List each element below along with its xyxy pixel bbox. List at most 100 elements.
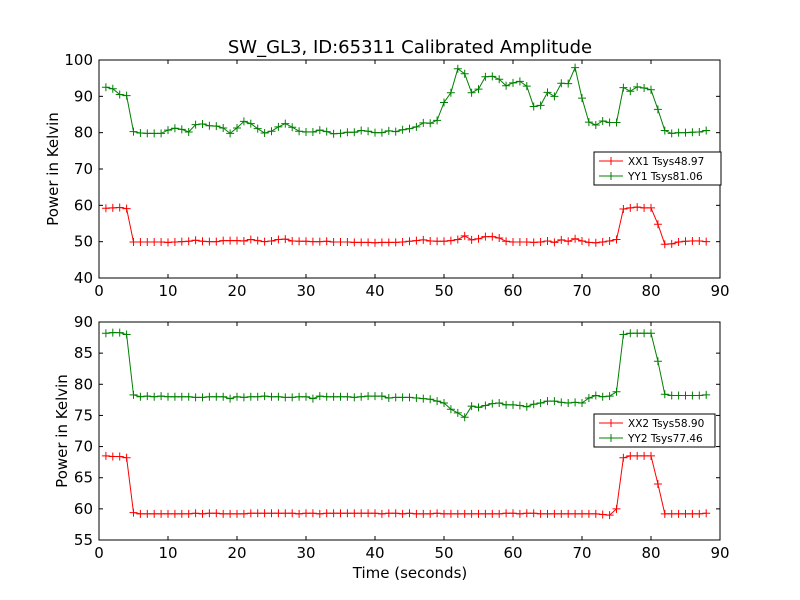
- data-point-marker: [467, 509, 476, 518]
- data-point-marker: [688, 236, 697, 245]
- data-point-marker: [281, 235, 290, 244]
- data-point-marker: [515, 509, 524, 518]
- data-point-marker: [681, 391, 690, 400]
- data-point-marker: [605, 118, 614, 127]
- y-tick-label: 70: [74, 438, 93, 456]
- data-point-marker: [357, 238, 366, 247]
- data-point-marker: [184, 127, 193, 136]
- data-point-marker: [177, 125, 186, 134]
- data-point-marker: [674, 238, 683, 247]
- series-line: [105, 332, 707, 418]
- data-point-marker: [233, 392, 241, 401]
- data-point-marker: [550, 92, 559, 101]
- data-point-marker: [488, 232, 497, 241]
- data-point-marker: [612, 118, 621, 127]
- data-point-marker: [336, 129, 345, 138]
- data-point-marker: [502, 81, 511, 90]
- data-point-marker: [681, 509, 690, 518]
- data-point-marker: [108, 203, 117, 212]
- data-point-marker: [412, 236, 421, 245]
- data-point-marker: [653, 357, 662, 366]
- y-tick-label: 80: [74, 375, 93, 393]
- data-point-marker: [529, 400, 538, 409]
- data-point-marker: [536, 398, 545, 407]
- data-point-marker: [357, 126, 366, 135]
- series-line: [105, 65, 707, 135]
- data-point-marker: [619, 204, 628, 213]
- data-point-marker: [336, 392, 345, 401]
- data-point-marker: [308, 394, 317, 403]
- data-point-marker: [101, 83, 110, 92]
- x-tick-label: 30: [296, 544, 315, 562]
- data-point-marker: [419, 394, 428, 403]
- data-point-marker: [233, 509, 241, 518]
- data-point-marker: [426, 509, 435, 518]
- data-point-marker: [198, 509, 207, 518]
- y-tick-label: 75: [74, 406, 93, 424]
- data-point-marker: [467, 88, 476, 97]
- data-point-marker: [474, 509, 483, 518]
- data-point-marker: [219, 123, 228, 132]
- data-point-marker: [653, 479, 662, 488]
- data-point-marker: [633, 203, 642, 212]
- data-point-marker: [495, 509, 504, 518]
- data-point-marker: [398, 509, 407, 518]
- data-point-marker: [253, 392, 262, 401]
- data-point-marker: [674, 128, 683, 137]
- data-point-marker: [612, 235, 621, 244]
- data-point-marker: [115, 90, 124, 99]
- data-point-marker: [633, 82, 642, 91]
- data-point-marker: [453, 408, 462, 417]
- data-point-marker: [150, 238, 159, 247]
- data-point-marker: [129, 127, 138, 136]
- data-point-marker: [226, 129, 235, 138]
- data-point-marker: [674, 509, 683, 518]
- y-tick-label: 50: [74, 233, 93, 251]
- data-point-marker: [205, 121, 214, 130]
- data-point-marker: [550, 397, 559, 406]
- x-tick-label: 20: [227, 282, 246, 300]
- data-point-marker: [302, 392, 310, 401]
- x-tick-label: 10: [158, 544, 177, 562]
- x-tick-label: 20: [227, 544, 246, 562]
- data-point-marker: [329, 392, 338, 401]
- data-point-marker: [122, 453, 131, 462]
- data-point-marker: [350, 128, 359, 137]
- x-tick-label: 90: [710, 282, 729, 300]
- data-point-marker: [267, 236, 276, 245]
- data-point-marker: [115, 203, 124, 212]
- data-point-marker: [108, 84, 117, 93]
- data-point-marker: [515, 238, 524, 247]
- data-point-marker: [529, 238, 538, 247]
- data-point-marker: [571, 509, 580, 518]
- data-point-marker: [212, 237, 221, 246]
- data-point-marker: [515, 77, 524, 86]
- data-point-marker: [302, 127, 310, 136]
- data-point-marker: [633, 451, 642, 460]
- data-point-marker: [288, 123, 297, 132]
- x-tick-label: 80: [641, 544, 660, 562]
- data-point-marker: [433, 116, 442, 125]
- data-point-marker: [584, 393, 593, 402]
- data-point-marker: [246, 509, 255, 518]
- data-point-marker: [191, 393, 200, 402]
- data-point-marker: [502, 400, 511, 409]
- x-tick-label: 50: [434, 544, 453, 562]
- data-point-marker: [612, 387, 621, 396]
- data-point-marker: [315, 392, 324, 401]
- data-point-marker: [405, 509, 414, 518]
- data-point-marker: [474, 85, 483, 94]
- y-tick-label: 90: [74, 313, 93, 331]
- legend-marker: [607, 172, 615, 180]
- data-point-marker: [384, 238, 393, 247]
- data-point-marker: [419, 509, 428, 518]
- data-point-marker: [226, 236, 235, 245]
- data-point-marker: [129, 390, 138, 399]
- legend-label: XX2 Tsys58.90: [628, 418, 704, 430]
- data-point-marker: [129, 238, 138, 247]
- data-point-marker: [688, 391, 697, 400]
- data-point-marker: [495, 398, 504, 407]
- y-tick-label: 60: [74, 500, 93, 518]
- data-point-marker: [405, 124, 414, 133]
- data-point-marker: [529, 509, 538, 518]
